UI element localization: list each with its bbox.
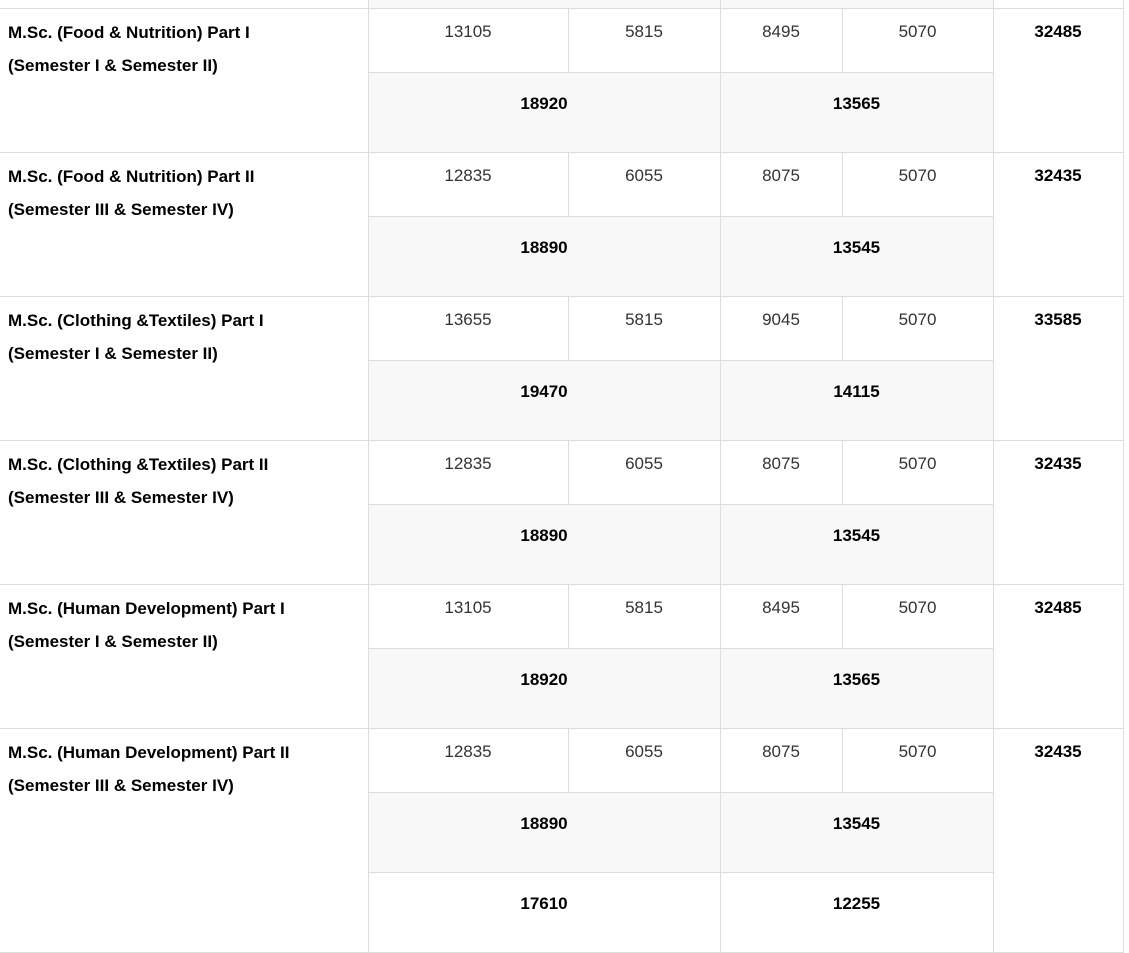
fee-value-cell: 6055 <box>567 151 721 217</box>
fee-value-cell: 6055 <box>567 439 721 505</box>
course-subtotal-row: 18890 13545 <box>0 791 1123 873</box>
subtotal-cell: 13545 <box>719 503 994 585</box>
course-name-line1: M.Sc. (Human Development) Part II <box>8 742 290 762</box>
course-values-row: M.Sc. (Food & Nutrition) Part II (Semest… <box>0 151 1124 297</box>
clipped-subtotal-cell <box>719 0 994 9</box>
course-name-cell: M.Sc. (Clothing &Textiles) Part II (Seme… <box>0 439 369 585</box>
fee-value-cell: 12835 <box>367 151 569 217</box>
subtotal-cell: 13545 <box>719 215 994 297</box>
fee-value-cell: 13655 <box>367 295 569 361</box>
clipped-total-cell <box>992 0 1124 9</box>
course-name-cell: M.Sc. (Food & Nutrition) Part II (Semest… <box>0 151 369 297</box>
fee-value-cell: 8495 <box>719 7 843 73</box>
clipped-previous-row <box>0 0 1124 9</box>
fee-value-cell: 9045 <box>719 295 843 361</box>
fee-value-cell: 8495 <box>719 583 843 649</box>
course-name-line2: (Semester III & Semester IV) <box>8 199 234 219</box>
course-name-line2: (Semester III & Semester IV) <box>8 487 234 507</box>
course-total-cell: 32435 <box>992 151 1124 297</box>
course-subtotal-row: 18890 13545 <box>0 503 1123 585</box>
course-name-line2: (Semester I & Semester II) <box>8 631 218 651</box>
fee-value-cell: 8075 <box>719 727 843 793</box>
course-name-line1: M.Sc. (Clothing &Textiles) Part I <box>8 310 264 330</box>
clipped-name-cell <box>0 0 369 9</box>
extra-subtotal-cell: 17610 <box>367 871 721 953</box>
fee-value-cell: 13105 <box>367 7 569 73</box>
course-name-line2: (Semester III & Semester IV) <box>8 775 234 795</box>
fee-value-cell: 5815 <box>567 295 721 361</box>
subtotal-cell: 19470 <box>367 359 721 441</box>
fee-value-cell: 5070 <box>841 295 994 361</box>
course-name-line2: (Semester I & Semester II) <box>8 55 218 75</box>
fee-value-cell: 13105 <box>367 583 569 649</box>
course-values-row: M.Sc. (Clothing &Textiles) Part II (Seme… <box>0 439 1124 585</box>
subtotal-cell: 18890 <box>367 215 721 297</box>
fee-value-cell: 5070 <box>841 439 994 505</box>
course-subtotal-row: 18920 13565 <box>0 647 1123 729</box>
course-name-cell: M.Sc. (Food & Nutrition) Part I (Semeste… <box>0 7 369 153</box>
course-values-row: M.Sc. (Human Development) Part II (Semes… <box>0 727 1124 953</box>
course-name-cell: M.Sc. (Human Development) Part II (Semes… <box>0 727 369 953</box>
extra-subtotal-cell: 12255 <box>719 871 994 953</box>
course-name-line1: M.Sc. (Food & Nutrition) Part II <box>8 166 255 186</box>
fee-value-cell: 6055 <box>567 727 721 793</box>
course-subtotal-row: 19470 14115 <box>0 359 1123 441</box>
course-total-cell: 32485 <box>992 7 1124 153</box>
course-name-line2: (Semester I & Semester II) <box>8 343 218 363</box>
course-name-line1: M.Sc. (Food & Nutrition) Part I <box>8 22 250 42</box>
course-name-line1: M.Sc. (Human Development) Part I <box>8 598 285 618</box>
fee-value-cell: 8075 <box>719 151 843 217</box>
subtotal-cell: 18920 <box>367 647 721 729</box>
course-total-cell: 32435 <box>992 439 1124 585</box>
course-values-row: M.Sc. (Human Development) Part I (Semest… <box>0 583 1124 729</box>
subtotal-cell: 18890 <box>367 791 721 873</box>
fee-value-cell: 5815 <box>567 7 721 73</box>
course-values-row: M.Sc. (Food & Nutrition) Part I (Semeste… <box>0 7 1124 153</box>
fee-value-cell: 12835 <box>367 727 569 793</box>
course-total-cell: 32435 <box>992 727 1124 953</box>
subtotal-cell: 14115 <box>719 359 994 441</box>
subtotal-cell: 18890 <box>367 503 721 585</box>
subtotal-cell: 13545 <box>719 791 994 873</box>
fee-value-cell: 12835 <box>367 439 569 505</box>
course-values-row: M.Sc. (Clothing &Textiles) Part I (Semes… <box>0 295 1124 441</box>
fee-value-cell: 5070 <box>841 151 994 217</box>
course-total-cell: 32485 <box>992 583 1124 729</box>
course-name-cell: M.Sc. (Clothing &Textiles) Part I (Semes… <box>0 295 369 441</box>
clipped-subtotal-cell <box>367 0 721 9</box>
fee-value-cell: 5815 <box>567 583 721 649</box>
subtotal-cell: 13565 <box>719 71 994 153</box>
fee-value-cell: 5070 <box>841 727 994 793</box>
fee-value-cell: 8075 <box>719 439 843 505</box>
fee-value-cell: 5070 <box>841 583 994 649</box>
course-name-cell: M.Sc. (Human Development) Part I (Semest… <box>0 583 369 729</box>
subtotal-cell: 18920 <box>367 71 721 153</box>
course-subtotal-row: 18890 13545 <box>0 215 1123 297</box>
subtotal-cell: 13565 <box>719 647 994 729</box>
course-name-line1: M.Sc. (Clothing &Textiles) Part II <box>8 454 269 474</box>
course-subtotal-row: 18920 13565 <box>0 71 1123 153</box>
course-total-cell: 33585 <box>992 295 1124 441</box>
fee-value-cell: 5070 <box>841 7 994 73</box>
